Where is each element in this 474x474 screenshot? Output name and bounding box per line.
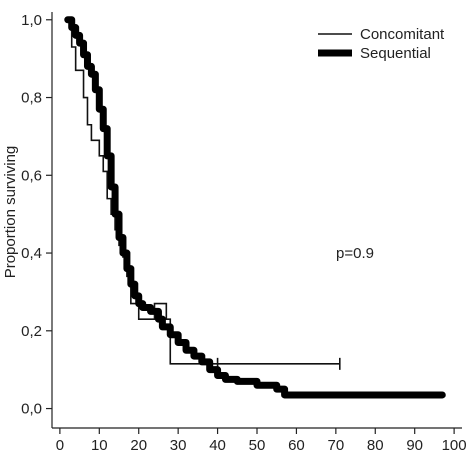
y-tick-label: 0,2: [21, 323, 42, 340]
y-tick-label: 1,0: [21, 12, 42, 29]
x-tick-label: 10: [91, 437, 108, 454]
p-value-annotation: p=0.9: [336, 245, 374, 262]
legend-label-sequential: Sequential: [360, 45, 431, 62]
x-tick-label: 70: [328, 437, 345, 454]
series-line-concomitant: [67, 18, 340, 365]
axes: 0 10 20 30 40 50 60 70 80 90 100 0,0 0,2 0,4 0,6 0,8 1,0: [21, 12, 466, 454]
y-axis-label: Proportion surviving: [2, 146, 19, 279]
x-tick-label: 50: [249, 437, 266, 454]
y-tick-label: 0,8: [21, 90, 42, 107]
x-tick-label: 60: [288, 437, 305, 454]
y-tick-label: 0,4: [21, 245, 42, 262]
x-tick-label: 20: [130, 437, 147, 454]
y-tick-label: 0,0: [21, 401, 42, 418]
series-layer: [64, 16, 446, 399]
legend-label-concomitant: Concomitant: [360, 26, 445, 43]
x-tick-label: 90: [406, 437, 423, 454]
series-line-sequential: [64, 16, 446, 399]
legend: Concomitant Sequential: [318, 26, 445, 62]
y-tick-label: 0,6: [21, 167, 42, 184]
x-tick-label: 40: [209, 437, 226, 454]
x-tick-label: 30: [170, 437, 187, 454]
x-tick-label: 80: [367, 437, 384, 454]
x-tick-label: 0: [56, 437, 64, 454]
x-tick-label: 100: [442, 437, 467, 454]
